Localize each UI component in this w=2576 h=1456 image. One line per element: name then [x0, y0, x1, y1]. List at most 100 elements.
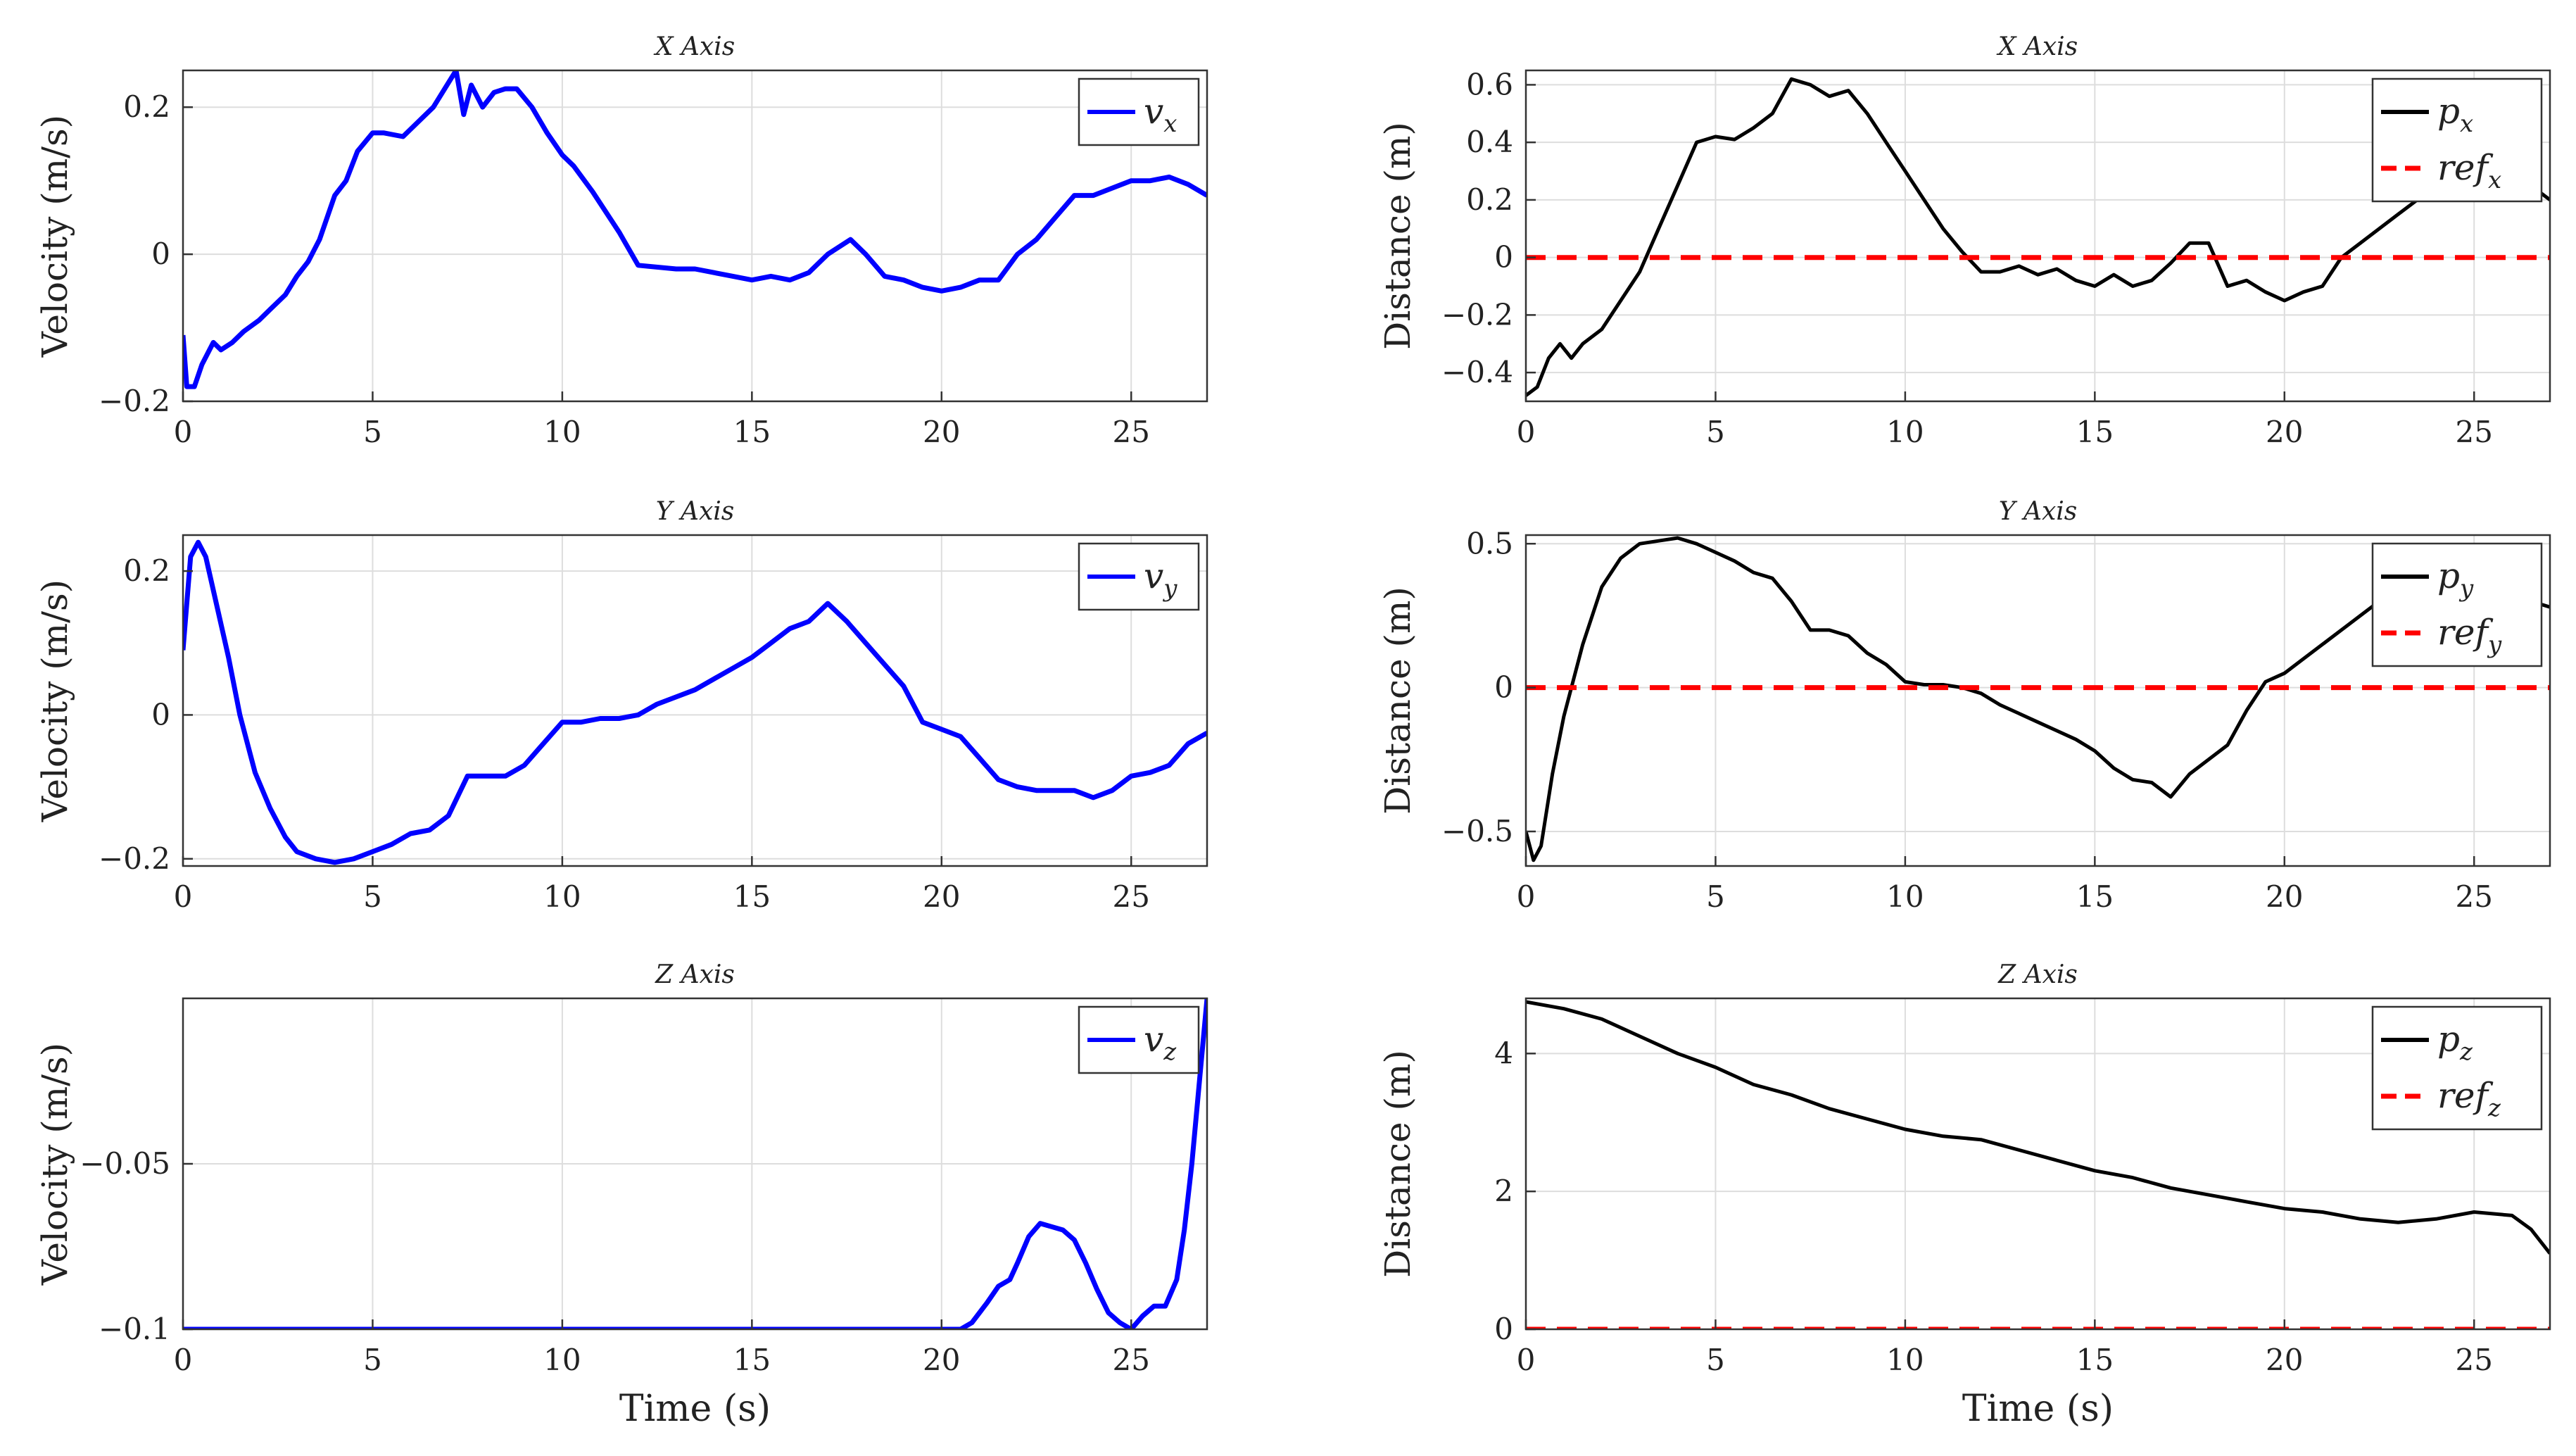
legend-label-subscript: y: [2487, 631, 2502, 659]
x-tick-label: 10: [1886, 415, 1924, 449]
y-axis-label: Distance (m): [1377, 1050, 1418, 1278]
legend-label: vx: [1144, 91, 1177, 138]
x-tick-label: 0: [1517, 415, 1536, 449]
y-tick-label: 0.2: [1466, 182, 1513, 217]
x-tick-label: 5: [363, 1343, 382, 1377]
x-tick-label: 0: [174, 1343, 193, 1377]
legend-label-main: ref: [2437, 612, 2493, 653]
legend-box: [2371, 542, 2543, 667]
legend-label-subscript: x: [1163, 110, 1177, 138]
series-line-p-x: [1526, 77, 2550, 397]
x-tick-label: 25: [2455, 415, 2492, 449]
chart-title: Z Axis: [655, 960, 735, 989]
y-tick-label: 0: [1494, 1312, 1513, 1346]
y-tick-label: 0.2: [123, 89, 170, 124]
y-axis-label: Distance (m): [1377, 122, 1418, 350]
x-tick-label: 10: [1886, 1343, 1924, 1377]
legend-label: pz: [2437, 1019, 2473, 1066]
y-tick-label: 0.6: [1466, 67, 1513, 101]
x-tick-label: 20: [923, 879, 960, 914]
y-tick-label: −0.4: [1441, 355, 1513, 389]
legend-label-subscript: z: [2459, 1038, 2473, 1066]
series-line-p-z: [1526, 1000, 2550, 1255]
x-tick-label: 0: [174, 879, 193, 914]
legend-label-main: v: [1144, 1019, 1163, 1060]
y-tick-label: −0.2: [99, 384, 170, 418]
y-axis-label: Velocity (m/s): [34, 1043, 75, 1286]
legend-label-main: p: [2437, 1019, 2460, 1060]
x-tick-label: 0: [1517, 879, 1536, 914]
panel-vz: 0 5 10 15 20 25 −0.1 −0.05 Z Axis Velocity (m/s) T…: [34, 960, 1208, 1430]
legend-label-main: v: [1144, 556, 1163, 596]
x-tick-label: 10: [543, 879, 581, 914]
legend-box: [1078, 77, 1200, 146]
chart-title: Z Axis: [1997, 960, 2078, 989]
legend-label-subscript: x: [2460, 110, 2473, 138]
x-axis-label: Time (s): [1962, 1388, 2114, 1430]
legend-label-main: ref: [2437, 147, 2493, 188]
legend-label: refz: [2437, 1075, 2501, 1122]
axes-frame: [182, 534, 1208, 867]
x-tick-label: 5: [363, 879, 382, 914]
x-tick-label: 5: [363, 415, 382, 449]
legend-label: vy: [1144, 556, 1177, 603]
y-tick-label: 0: [151, 697, 170, 732]
y-tick-label: 0.4: [1466, 125, 1513, 159]
x-tick-label: 10: [1886, 879, 1924, 914]
x-tick-label: 15: [2076, 415, 2114, 449]
grid: [182, 998, 1207, 1330]
legend-label: refy: [2437, 612, 2502, 659]
x-tick-label: 0: [1517, 1343, 1536, 1377]
x-tick-label: 0: [174, 415, 193, 449]
grid: [182, 70, 1207, 402]
legend: vy: [1078, 542, 1200, 611]
x-tick-label: 15: [2076, 879, 2114, 914]
y-tick-label: 0.2: [123, 553, 170, 588]
x-tick-label: 20: [2266, 415, 2303, 449]
y-tick-label: −0.05: [80, 1146, 170, 1181]
x-tick-label: 15: [733, 415, 771, 449]
y-tick-label: −0.2: [99, 841, 170, 876]
legend: px ref x: [2371, 77, 2543, 203]
legend: vx: [1078, 77, 1200, 146]
y-tick-label: 0.5: [1466, 526, 1513, 560]
y-tick-label: 2: [1494, 1174, 1513, 1208]
y-tick-label: −0.5: [1441, 814, 1513, 848]
series-line-v-x: [183, 70, 1207, 389]
axes-frame: [1524, 69, 2551, 403]
legend-label: py: [2437, 556, 2474, 603]
legend-label-main: p: [2437, 91, 2460, 132]
legend: vz: [1078, 1005, 1200, 1074]
x-tick-label: 25: [1112, 415, 1149, 449]
x-tick-label: 5: [1706, 879, 1725, 914]
legend-box: [2371, 77, 2543, 203]
x-tick-label: 20: [923, 1343, 960, 1377]
x-tick-label: 20: [2266, 879, 2303, 914]
x-tick-label: 20: [2266, 1343, 2303, 1377]
x-tick-label: 25: [2455, 1343, 2492, 1377]
legend-label-subscript: y: [2458, 575, 2474, 603]
x-tick-label: 10: [543, 415, 581, 449]
legend-label: px: [2437, 91, 2473, 138]
legend-label-subscript: z: [1163, 1038, 1177, 1066]
y-tick-label: 4: [1494, 1036, 1513, 1070]
y-tick-label: −0.2: [1441, 297, 1513, 332]
legend-label-subscript: z: [2487, 1094, 2501, 1122]
y-tick-label: 0: [1494, 670, 1513, 705]
x-tick-label: 20: [923, 415, 960, 449]
x-tick-label: 5: [1706, 415, 1725, 449]
y-tick-label: 0: [151, 237, 170, 271]
panel-px: 0 5 10 15 20 25 −0.4 −0.2 0 0.2 0.4 0.6 X Axis Distan…: [1377, 32, 2551, 449]
panel-pz: 0 5 10 15 20 25 0 2 4 Z Axis Distance (m) Time (s) p…: [1377, 960, 2551, 1430]
series-line-v-y: [183, 539, 1207, 865]
x-tick-label: 25: [1112, 879, 1149, 914]
series-line-v-z: [183, 998, 1207, 1329]
x-axis-label: Time (s): [619, 1388, 771, 1430]
y-axis-label: Velocity (m/s): [34, 115, 75, 358]
y-tick-label: 0: [1494, 240, 1513, 275]
chart-title: Y Axis: [1999, 497, 2078, 526]
y-axis-label: Velocity (m/s): [34, 579, 75, 822]
